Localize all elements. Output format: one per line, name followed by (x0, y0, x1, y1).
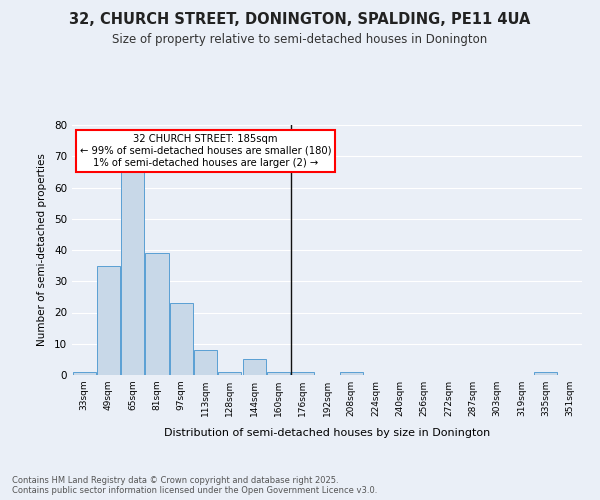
Bar (534, 372, 557, 375)
Bar (267, 372, 290, 375)
Bar (340, 372, 363, 375)
Text: Size of property relative to semi-detached houses in Donington: Size of property relative to semi-detach… (112, 32, 488, 46)
Bar (170, 303, 193, 375)
Bar (242, 360, 266, 375)
Text: 32, CHURCH STREET, DONINGTON, SPALDING, PE11 4UA: 32, CHURCH STREET, DONINGTON, SPALDING, … (70, 12, 530, 28)
Bar (145, 253, 169, 375)
Text: Distribution of semi-detached houses by size in Donington: Distribution of semi-detached houses by … (164, 428, 490, 438)
Bar (97, 266, 120, 375)
Bar (194, 350, 217, 375)
Text: 32 CHURCH STREET: 185sqm
← 99% of semi-detached houses are smaller (180)
1% of s: 32 CHURCH STREET: 185sqm ← 99% of semi-d… (80, 134, 331, 168)
Bar (218, 372, 241, 375)
Y-axis label: Number of semi-detached properties: Number of semi-detached properties (37, 154, 47, 346)
Bar (121, 166, 144, 375)
Bar (291, 372, 314, 375)
Text: Contains HM Land Registry data © Crown copyright and database right 2025.
Contai: Contains HM Land Registry data © Crown c… (12, 476, 377, 495)
Bar (73, 372, 95, 375)
